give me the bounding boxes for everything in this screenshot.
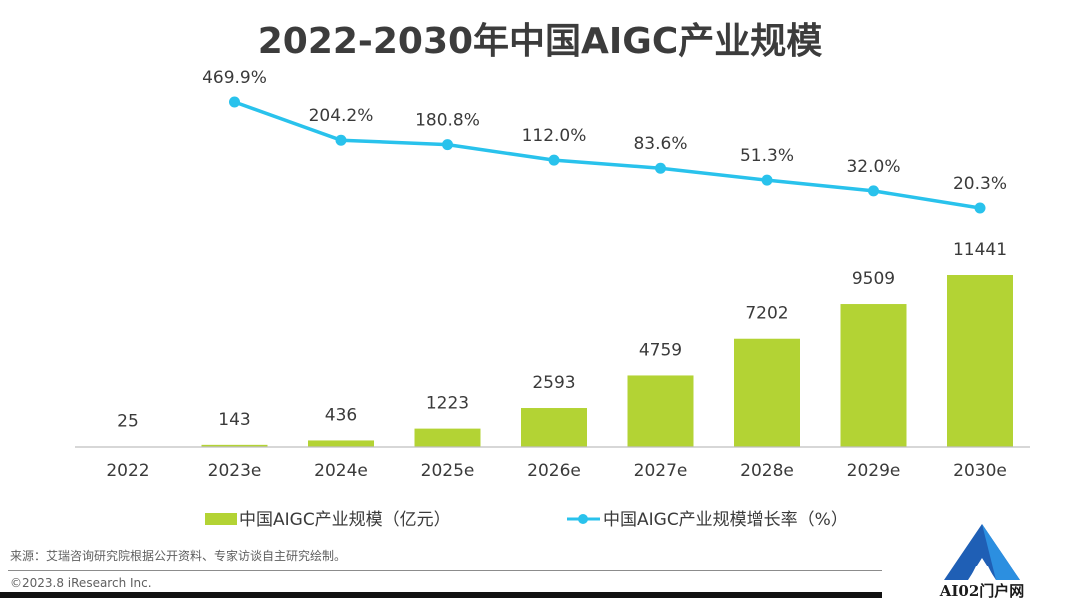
footer-bar bbox=[0, 592, 882, 598]
bar-value-label-2027e: 4759 bbox=[639, 340, 682, 360]
growth-point-2024e bbox=[336, 135, 347, 146]
legend-line-marker bbox=[578, 514, 588, 524]
bar-2028e bbox=[734, 339, 800, 447]
legend: 中国AIGC产业规模（亿元） 中国AIGC产业规模增长率（%） bbox=[205, 510, 848, 530]
growth-point-2026e bbox=[549, 155, 560, 166]
growth-label-2024e: 204.2% bbox=[309, 106, 374, 126]
bar-value-label-2023e: 143 bbox=[218, 410, 250, 430]
bar-value-label-2024e: 436 bbox=[325, 405, 357, 425]
growth-point-2028e bbox=[762, 175, 773, 186]
bar-2025e bbox=[415, 429, 481, 447]
growth-line-layer: 469.9% 204.2% 180.8% 112.0% 83.6% 51.3% 32.0% 2… bbox=[202, 68, 1007, 214]
growth-label-2029e: 32.0% bbox=[846, 157, 900, 177]
bar-2027e bbox=[628, 375, 694, 447]
growth-point-2030e bbox=[975, 203, 986, 214]
footer-divider bbox=[8, 570, 882, 571]
growth-label-2030e: 20.3% bbox=[953, 174, 1007, 194]
growth-label-2028e: 51.3% bbox=[740, 146, 794, 166]
bar-value-label-2028e: 7202 bbox=[745, 304, 788, 324]
bar-value-label-2022: 25 bbox=[117, 412, 139, 432]
copyright-text: ©2023.8 iResearch Inc. bbox=[10, 576, 152, 590]
growth-point-2027e bbox=[655, 163, 666, 174]
bar-value-label-2030e: 11441 bbox=[953, 240, 1007, 260]
x-tick-2029e: 2029e bbox=[847, 461, 901, 481]
legend-bar-swatch bbox=[205, 513, 237, 525]
bar-2026e bbox=[521, 408, 587, 447]
legend-bar-label: 中国AIGC产业规模（亿元） bbox=[239, 510, 451, 530]
x-tick-2024e: 2024e bbox=[314, 461, 368, 481]
source-note: 来源：艾瑞咨询研究院根据公开资料、专家访谈自主研究绘制。 bbox=[10, 547, 346, 564]
growth-label-2026e: 112.0% bbox=[522, 126, 587, 146]
bar-2024e bbox=[308, 440, 374, 447]
x-tick-2028e: 2028e bbox=[740, 461, 794, 481]
growth-label-2025e: 180.8% bbox=[415, 111, 480, 131]
growth-point-2023e bbox=[229, 97, 240, 108]
growth-point-2029e bbox=[868, 185, 879, 196]
growth-label-2027e: 83.6% bbox=[633, 134, 687, 154]
legend-line-label: 中国AIGC产业规模增长率（%） bbox=[603, 510, 848, 530]
x-tick-labels: 2022 2023e 2024e 2025e 2026e 2027e 2028e 2029e 2… bbox=[106, 461, 1007, 481]
x-tick-2026e: 2026e bbox=[527, 461, 581, 481]
bar-2030e bbox=[947, 275, 1013, 447]
growth-point-2025e bbox=[442, 139, 453, 150]
growth-label-2023e: 469.9% bbox=[202, 68, 267, 88]
x-tick-2027e: 2027e bbox=[634, 461, 688, 481]
bar-value-label-2025e: 1223 bbox=[426, 394, 469, 414]
x-tick-2023e: 2023e bbox=[208, 461, 262, 481]
x-tick-2025e: 2025e bbox=[421, 461, 475, 481]
x-tick-2022: 2022 bbox=[106, 461, 149, 481]
x-tick-2030e: 2030e bbox=[953, 461, 1007, 481]
bar-value-label-2029e: 9509 bbox=[852, 269, 895, 289]
bar-2029e bbox=[841, 304, 907, 447]
bar-value-label-2026e: 2593 bbox=[532, 373, 575, 393]
